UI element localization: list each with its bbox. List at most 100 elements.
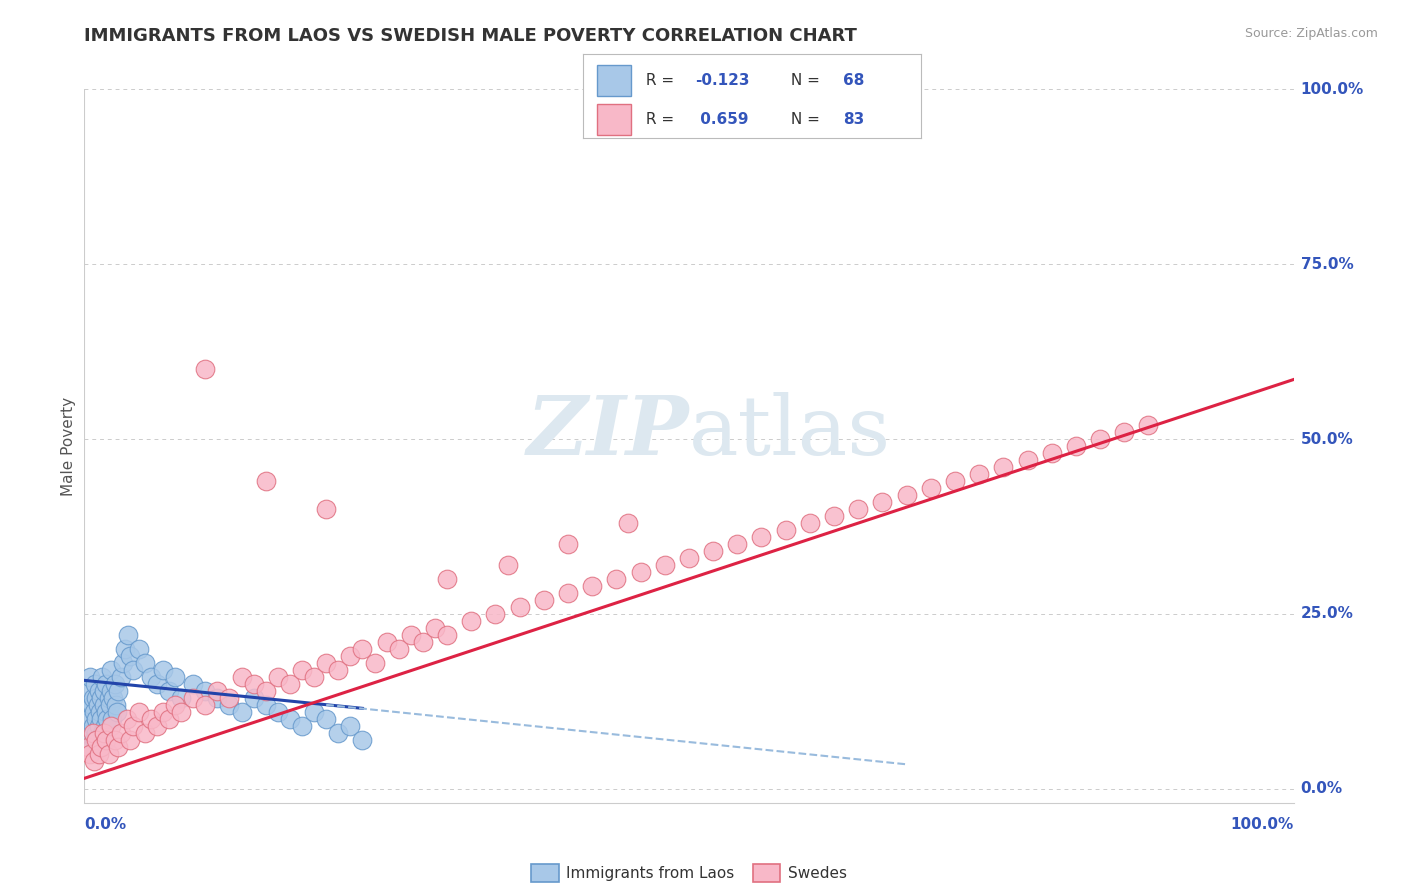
Point <box>896 488 918 502</box>
Point <box>80 739 103 754</box>
Point <box>83 705 105 719</box>
Point <box>170 705 193 719</box>
Point <box>943 474 966 488</box>
Point <box>725 537 748 551</box>
Text: 100.0%: 100.0% <box>1301 82 1364 96</box>
Point <box>110 670 132 684</box>
Point <box>107 739 129 754</box>
Point <box>436 628 458 642</box>
Point <box>91 670 114 684</box>
Point <box>103 690 125 705</box>
Point <box>194 684 217 698</box>
Point <box>93 698 115 712</box>
Legend: Immigrants from Laos, Swedes: Immigrants from Laos, Swedes <box>524 858 853 888</box>
Point <box>120 648 142 663</box>
Point <box>218 690 240 705</box>
Bar <box>598 104 631 135</box>
Point <box>751 530 773 544</box>
Point <box>436 572 458 586</box>
Point <box>352 641 374 656</box>
Point <box>97 747 120 761</box>
Point <box>146 677 169 691</box>
Point <box>89 705 111 719</box>
Point <box>93 684 115 698</box>
Text: IMMIGRANTS FROM LAOS VS SWEDISH MALE POVERTY CORRELATION CHART: IMMIGRANTS FROM LAOS VS SWEDISH MALE POV… <box>84 27 858 45</box>
Point <box>105 705 128 719</box>
Point <box>423 621 446 635</box>
Text: R =: R = <box>641 112 679 128</box>
Point <box>302 670 325 684</box>
Point <box>605 572 627 586</box>
Point <box>242 677 264 691</box>
Point <box>94 705 117 719</box>
Point <box>115 712 138 726</box>
Point <box>254 684 277 698</box>
Point <box>134 726 156 740</box>
Point <box>79 726 101 740</box>
Point <box>86 726 108 740</box>
Point <box>76 698 98 712</box>
Point <box>90 739 112 754</box>
Point <box>920 481 942 495</box>
Point <box>94 719 117 733</box>
Point <box>363 656 385 670</box>
Y-axis label: Male Poverty: Male Poverty <box>60 396 76 496</box>
Point <box>328 663 350 677</box>
Text: atlas: atlas <box>689 392 891 472</box>
Point <box>581 579 603 593</box>
Point <box>375 635 398 649</box>
Point <box>121 719 143 733</box>
Point <box>207 690 229 705</box>
Point <box>79 747 101 761</box>
Point <box>77 739 100 754</box>
Text: 0.0%: 0.0% <box>1301 781 1343 797</box>
Point <box>242 690 264 705</box>
Text: 83: 83 <box>844 112 865 128</box>
Text: 0.0%: 0.0% <box>84 817 127 832</box>
Point <box>678 550 700 565</box>
Point <box>86 712 108 726</box>
Point <box>82 726 104 740</box>
Point <box>254 698 277 712</box>
Text: N =: N = <box>786 112 825 128</box>
Point <box>799 516 821 530</box>
Point <box>388 641 411 656</box>
Point <box>1088 432 1111 446</box>
Point <box>278 677 301 691</box>
Point <box>84 677 107 691</box>
Point <box>157 712 180 726</box>
Point <box>617 516 640 530</box>
Point <box>194 698 217 712</box>
Point <box>107 684 129 698</box>
Point <box>302 705 325 719</box>
Point <box>654 558 676 572</box>
Point <box>114 641 136 656</box>
Text: 50.0%: 50.0% <box>1301 432 1354 447</box>
Point <box>100 663 122 677</box>
Point <box>328 726 350 740</box>
Point <box>484 607 506 621</box>
Point <box>267 670 290 684</box>
Point <box>121 663 143 677</box>
Point <box>90 712 112 726</box>
Point <box>254 474 277 488</box>
Point <box>170 690 193 705</box>
Point <box>104 698 127 712</box>
Point <box>83 754 105 768</box>
Point <box>110 726 132 740</box>
Text: -0.123: -0.123 <box>695 73 749 88</box>
Point <box>967 467 990 481</box>
Point <box>352 732 374 747</box>
Point <box>399 628 422 642</box>
Point <box>823 508 845 523</box>
Point <box>163 698 186 712</box>
Point <box>1137 417 1160 432</box>
Point <box>509 599 531 614</box>
Point <box>278 712 301 726</box>
Point <box>134 656 156 670</box>
Point <box>993 460 1015 475</box>
Point <box>315 656 337 670</box>
Point <box>128 705 150 719</box>
Point <box>630 565 652 579</box>
Point <box>86 690 108 705</box>
